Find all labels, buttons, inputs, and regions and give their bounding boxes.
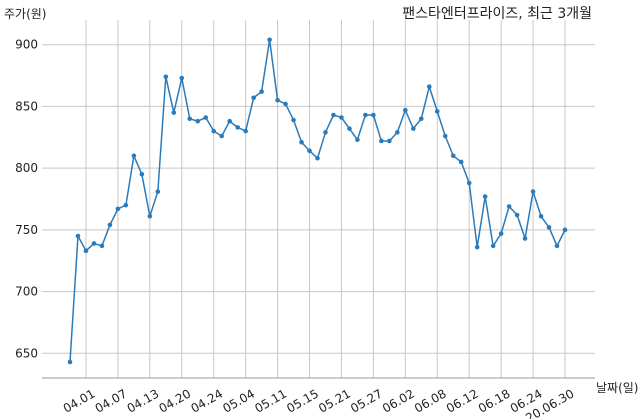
point: [275, 97, 280, 103]
x-tick-label: 05.15: [284, 386, 321, 415]
point: [299, 139, 304, 145]
point: [355, 137, 360, 143]
point: [426, 84, 432, 89]
x-tick-label: 04.20: [157, 386, 194, 415]
point: [259, 89, 264, 94]
point: [251, 95, 256, 101]
point: [363, 112, 368, 118]
chart-title: 팬스타엔터프라이즈, 최근 3개월: [402, 6, 592, 22]
point: [67, 359, 73, 365]
point: [267, 37, 272, 43]
point: [91, 241, 97, 246]
x-tick-label: 04.07: [93, 386, 130, 415]
point: [562, 227, 568, 233]
point: [387, 138, 392, 144]
y-tick-label: 700: [15, 285, 38, 299]
point: [203, 115, 209, 120]
point: [490, 243, 496, 249]
point: [115, 206, 121, 212]
point: [235, 125, 240, 130]
point: [474, 244, 480, 250]
point: [291, 117, 296, 123]
x-tick-label: 05.27: [348, 386, 385, 415]
y-tick-label: 650: [15, 346, 38, 360]
point: [179, 75, 185, 81]
point: [395, 130, 400, 135]
x-tick-label: 06.02: [380, 386, 417, 415]
x-tick-label: 05.04: [220, 386, 257, 415]
point: [163, 74, 169, 80]
point: [371, 112, 376, 118]
point: [83, 248, 89, 254]
point: [347, 126, 352, 131]
point: [131, 153, 137, 159]
point: [99, 243, 105, 249]
point: [450, 153, 456, 159]
point: [554, 243, 560, 249]
point: [147, 213, 153, 219]
point: [75, 233, 81, 239]
point: [403, 107, 408, 113]
point: [546, 225, 552, 230]
point: [339, 115, 344, 120]
x-tick-label: 05.11: [252, 386, 289, 415]
y-tick-label: 850: [15, 99, 38, 113]
point: [195, 118, 201, 124]
point: [466, 180, 472, 186]
point: [211, 128, 217, 134]
point: [323, 130, 328, 135]
point: [107, 222, 113, 228]
point: [171, 110, 177, 115]
point: [530, 189, 536, 194]
point: [506, 204, 512, 209]
point: [155, 189, 161, 194]
point: [411, 126, 416, 131]
y-tick-label: 900: [15, 38, 38, 52]
point: [522, 236, 528, 241]
point: [227, 118, 232, 124]
y-axis-label: 주가(원): [4, 7, 46, 21]
x-tick-label: 06.08: [412, 386, 449, 415]
y-tick-label: 750: [15, 223, 38, 237]
y-tick-label: 800: [15, 161, 38, 175]
x-axis-label: 날짜(일): [596, 381, 638, 395]
point: [315, 155, 320, 161]
point: [139, 172, 145, 177]
point: [442, 133, 448, 139]
point: [283, 101, 288, 107]
x-tick-label: 04.24: [188, 386, 225, 415]
point: [379, 138, 384, 144]
point: [219, 133, 224, 139]
x-tick-label: 05.21: [316, 386, 353, 415]
x-tick-label: 04.13: [125, 386, 162, 415]
point: [498, 231, 504, 236]
x-tick-label: 04.01: [61, 386, 98, 415]
point: [331, 112, 336, 118]
point: [243, 128, 248, 134]
point: [538, 213, 544, 219]
x-tick-label: 06.18: [476, 386, 513, 415]
point: [187, 116, 193, 122]
point: [482, 194, 488, 199]
point: [514, 212, 520, 218]
point: [123, 202, 129, 208]
point: [307, 148, 312, 154]
point: [434, 109, 440, 114]
point: [458, 159, 464, 165]
x-tick-label: 06.12: [444, 386, 481, 415]
point: [418, 116, 424, 122]
line: [69, 39, 566, 362]
